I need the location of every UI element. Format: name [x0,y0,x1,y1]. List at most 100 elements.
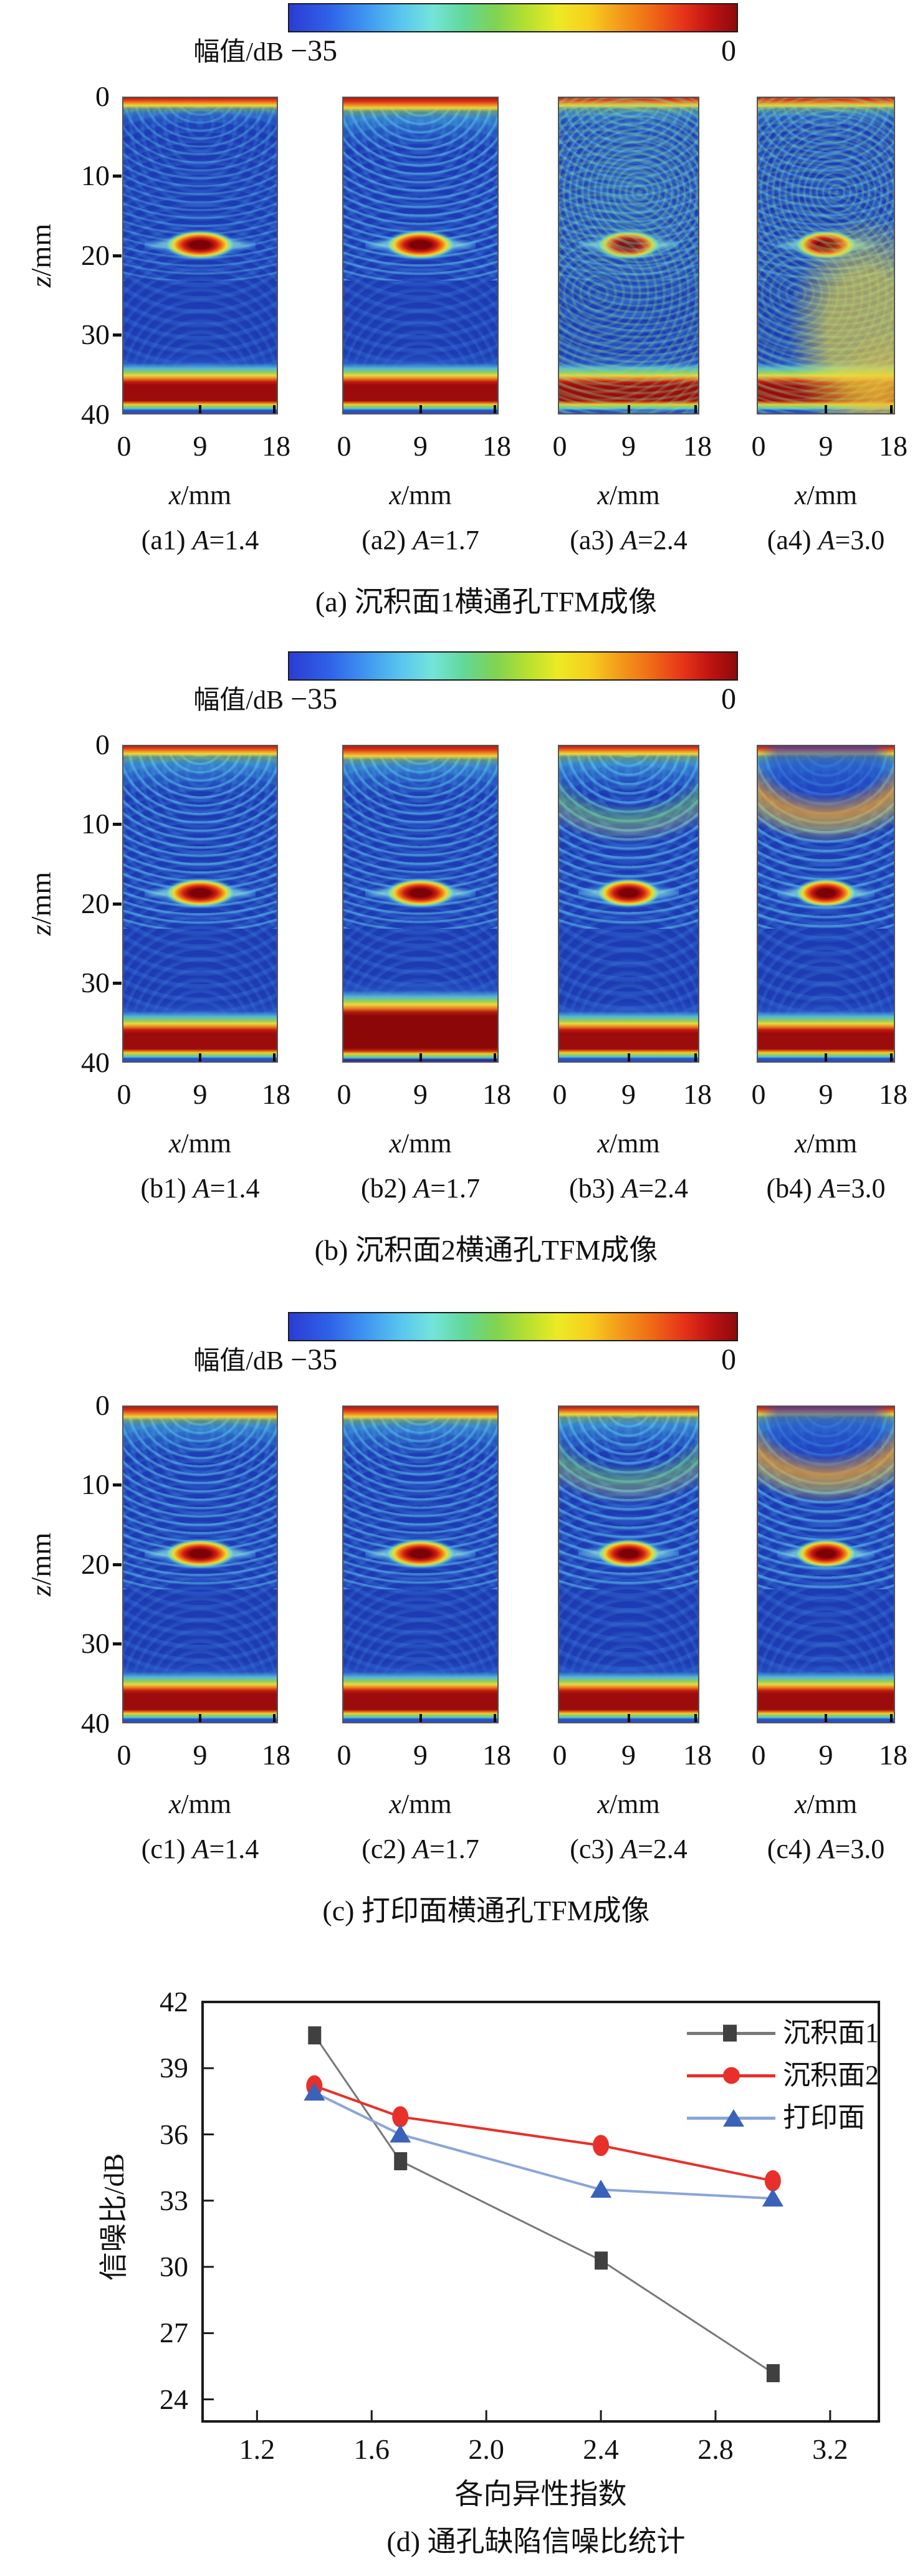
x-axis-unit: /mm [609,1128,660,1159]
tfm-noise-layer [559,1407,698,1722]
series-line-沉积面1 [314,2034,774,2374]
x-tick-mark [627,1714,630,1722]
x-tick-mark [419,405,422,413]
x-axis-label: x/mm [558,479,699,512]
z-tick-label: 10 [81,160,110,191]
x-axis-unit: /mm [401,480,452,510]
tfm-noise-layer [123,98,277,413]
colorbar-max-value: 0 [721,682,736,716]
panel-caption: (c2) A=1.7 [362,1834,479,1864]
tfm-backwall-echo-layer [123,1643,277,1722]
tfm-backwall-echo-layer [123,334,277,413]
y-tick-label: 30 [160,2251,188,2283]
colorbar-max-value: 0 [721,1343,736,1376]
x-tick-label: 0 [117,1078,132,1110]
x-tick-label: 2.0 [468,2433,504,2465]
x-axis-symbol: x [597,1789,610,1819]
tfm-image-b1 [122,745,278,1063]
panel-caption: (c4) A=3.0 [767,1834,885,1864]
x-tick-mark [199,1053,201,1061]
x-tick-label: 0 [751,1739,766,1771]
x-tick-label: 18 [879,430,908,462]
z-tick-mark [113,254,122,257]
colorbar-gradient [288,3,738,32]
legend-marker-square [723,2024,737,2042]
colorbar-max-value: 0 [721,34,736,67]
x-axis-symbol: x [168,480,181,510]
x-axis-unit: /mm [807,1789,858,1819]
x-tick-label: 0 [751,1078,766,1110]
x-axis-symbol: x [389,1789,401,1819]
x-tick-labels: 0 9 18 [330,1077,512,1112]
z-tick-label: 30 [81,318,110,350]
tfm-defect-indication [365,876,476,912]
tfm-section-c: 幅值/dB −35 0 z/mm 0 10 20 30 40 0 9 18 x/… [0,1309,920,1957]
colorbar-gradient [288,651,738,681]
z-tick-label: 20 [81,888,110,919]
z-tick-label: 0 [95,1389,110,1421]
x-axis-label: x/mm [342,1788,499,1821]
panel-columns: 0 9 18 x/mm (a1) A=1.4 0 9 18 x/mm (a2) … [0,0,920,648]
x-tick-mark [273,1714,276,1722]
x-axis-unit: /mm [807,1128,858,1159]
x-axis-unit: /mm [807,480,858,510]
chart-caption: (d) 通孔缺陷信噪比统计 [386,2526,686,2557]
legend-item-沉积面2: 沉积面2 [687,2058,919,2093]
x-axis-unit: /mm [609,1789,660,1819]
x-tick-label: 9 [818,1078,833,1110]
legend-item-打印面: 打印面 [687,2100,919,2135]
x-tick-mark [890,1053,893,1061]
x-tick-label: 18 [482,1078,511,1110]
x-axis-symbol: x [794,1789,807,1819]
tfm-image-b2 [342,745,499,1063]
tfm-noise-layer [343,1407,497,1722]
z-tick-mark [113,823,122,826]
x-axis-symbol: x [168,1789,181,1819]
z-tick-label: 20 [81,1548,110,1580]
z-tick-label: 30 [81,1627,110,1659]
tfm-section-b: 幅值/dB −35 0 z/mm 0 10 20 30 40 0 9 18 x/… [0,648,920,1296]
tfm-noise-layer [559,746,698,1061]
x-axis-symbol: x [389,1128,401,1159]
data-point-打印面 [304,2082,325,2101]
x-tick-mark [419,1053,422,1061]
data-point-沉积面2 [392,2106,409,2128]
x-tick-label: 9 [621,1739,636,1771]
x-tick-label: 18 [683,430,712,462]
tfm-image-c3 [558,1405,699,1723]
data-point-打印面 [390,2124,411,2143]
x-tick-label: 9 [413,430,428,462]
z-tick-label: 40 [81,1046,110,1078]
section-caption: (c) 打印面横通孔TFM成像 [322,1895,650,1927]
tfm-panel-c4: 0 9 18 x/mm (c4) A=3.0 [752,1309,908,1932]
tfm-noise-layer [343,746,497,1061]
section-caption: (b) 沉积面2横通孔TFM成像 [314,1234,658,1266]
x-tick-labels: 0 9 18 [545,1077,712,1112]
x-tick-label: 0 [337,1739,352,1771]
x-tick-mark [419,1714,422,1722]
x-axis-label: x/mm [558,1127,699,1161]
series-line-打印面 [314,2091,773,2200]
tfm-image-a4 [757,97,895,414]
x-axis-label: x/mm [757,1788,895,1821]
snr-plot-canvas [201,2001,880,2423]
tfm-image-b3 [558,745,699,1063]
panel-caption: (a4) A=3.0 [767,525,885,555]
x-axis-unit: /mm [401,1789,452,1819]
legend-label: 打印面 [783,2102,865,2133]
x-axis-symbol: x [597,480,610,510]
x-tick-labels: 0 9 18 [744,1077,908,1112]
x-tick-mark [199,405,201,413]
x-axis-unit: /mm [181,1789,232,1819]
tfm-defect-indication [145,1537,256,1573]
x-tick-mark [627,1053,630,1061]
x-tick-label: 9 [818,1739,833,1771]
panel-columns: 0 9 18 x/mm (b1) A=1.4 0 9 18 x/mm (b2) … [0,648,920,1296]
x-tick-labels: 0 9 18 [330,1738,512,1773]
z-tick-mark [113,175,122,178]
x-tick-mark [273,1053,276,1061]
x-axis-unit: /mm [181,480,232,510]
y-tick-label: 42 [160,1986,188,2018]
x-tick-mark [890,405,893,413]
colorbar-min-value: −35 [290,682,338,716]
